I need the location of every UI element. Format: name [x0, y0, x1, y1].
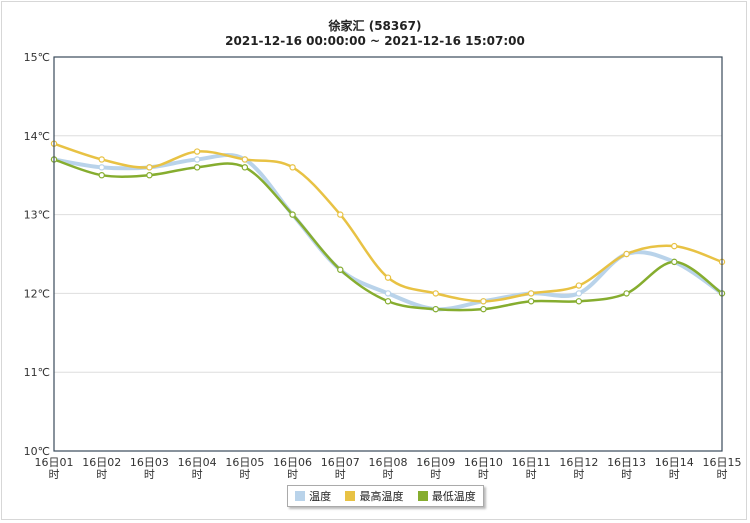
data-point [146, 164, 153, 171]
data-point [432, 305, 439, 313]
data-point [527, 290, 535, 297]
legend-label: 温度 [309, 490, 332, 503]
x-tick-label: 16日10 时 [464, 456, 503, 481]
plot-area [54, 57, 722, 451]
x-tick-label: 16日01 时 [35, 456, 74, 481]
data-point [575, 290, 583, 297]
data-point [623, 290, 630, 297]
y-tick-label: 15℃ [24, 51, 50, 64]
y-tick-label: 11℃ [24, 366, 50, 379]
legend-item: 温度 [295, 488, 331, 504]
legend: 温度 最高温度 最低温度 [287, 485, 484, 507]
x-tick-label: 16日02 时 [82, 456, 121, 481]
data-point [623, 250, 630, 258]
data-point [98, 164, 105, 171]
data-point [575, 298, 583, 305]
legend-swatch [417, 491, 428, 501]
data-point [146, 171, 153, 179]
y-tick-label: 12℃ [24, 287, 50, 300]
data-point [193, 156, 201, 163]
data-point [98, 156, 105, 163]
x-tick-label: 16日03 时 [130, 456, 169, 481]
data-point [671, 242, 678, 250]
data-point [384, 290, 392, 297]
legend-item: 最低温度 [417, 488, 476, 504]
y-tick-label: 10℃ [24, 445, 50, 458]
data-point [384, 298, 392, 305]
data-point [193, 148, 201, 155]
legend-swatch [345, 491, 356, 501]
x-tick-label: 16日12 时 [559, 456, 598, 481]
x-tick-label: 16日05 时 [225, 456, 264, 481]
data-point [193, 164, 201, 171]
x-tick-label: 16日07 时 [321, 456, 360, 481]
y-tick-label: 13℃ [24, 209, 50, 222]
x-tick-label: 16日06 时 [273, 456, 312, 481]
data-point [432, 290, 439, 297]
y-tick-label: 14℃ [24, 130, 50, 143]
x-tick-label: 16日04 时 [178, 456, 217, 481]
data-point [289, 211, 296, 218]
legend-swatch [295, 491, 306, 501]
plot-border [53, 56, 723, 452]
x-tick-label: 16日09 时 [416, 456, 455, 481]
chart-title: 徐家汇 (58367) [328, 19, 422, 33]
x-tick-label: 16日14 时 [655, 456, 694, 481]
data-point [575, 282, 583, 289]
legend-label: 最低温度 [431, 490, 476, 503]
data-point [480, 298, 487, 305]
legend-label: 最高温度 [359, 490, 404, 503]
x-tick-label: 16日15 时 [703, 456, 742, 481]
data-point [241, 164, 249, 171]
data-point [337, 211, 344, 218]
x-tick-label: 16日11 时 [512, 456, 551, 481]
data-point [527, 298, 535, 305]
x-tick-label: 16日13 时 [607, 456, 646, 481]
legend-item: 最高温度 [345, 488, 403, 504]
data-point [480, 305, 487, 313]
data-point [98, 171, 105, 179]
chart-subtitle: 2021-12-16 00:00:00 ~ 2021-12-16 15:07:0… [225, 34, 525, 48]
data-point [671, 258, 678, 266]
data-point [337, 266, 344, 273]
x-tick-label: 16日08 时 [369, 456, 408, 481]
data-point [241, 156, 249, 163]
data-point [289, 164, 296, 171]
data-point [384, 274, 392, 281]
